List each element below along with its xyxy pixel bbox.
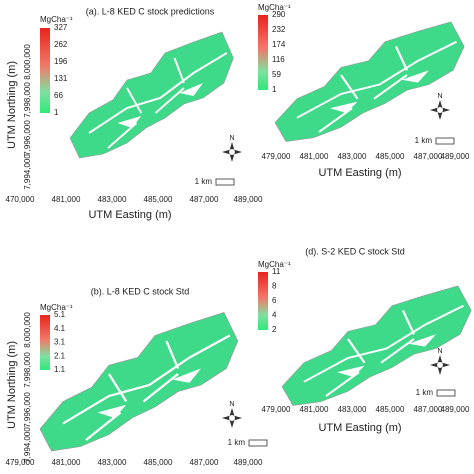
x-tick-label: 481,000 bbox=[52, 458, 81, 467]
legend-label: 1.1 bbox=[54, 365, 66, 374]
map-panel: (a). L-8 KED C stock predictions MgCha⁻¹3… bbox=[6, 6, 263, 221]
x-tick-label: 479,000 bbox=[6, 458, 35, 467]
x-axis-label: UTM Easting (m) bbox=[88, 209, 171, 221]
north-arrow bbox=[430, 92, 450, 120]
legend-label: 290 bbox=[272, 10, 286, 19]
x-tick-label: 487,000 bbox=[190, 195, 219, 204]
legend-label: 4.1 bbox=[54, 324, 66, 333]
legend-label: 66 bbox=[54, 91, 63, 100]
map-area bbox=[280, 284, 473, 407]
x-tick-label: 489,000 bbox=[234, 195, 263, 204]
map-panel: (d). S-2 KED C stock Std MgCha⁻¹11 8 6 4 2 479… bbox=[258, 246, 473, 434]
x-tick-label: 483,000 bbox=[98, 195, 127, 204]
x-tick-label: 487,000 bbox=[414, 152, 443, 161]
legend-colorbar bbox=[40, 28, 50, 113]
legend-label: 1 bbox=[54, 108, 59, 117]
legend-label: 6 bbox=[272, 296, 277, 305]
map-area bbox=[273, 20, 466, 143]
x-tick-label: 485,000 bbox=[144, 195, 173, 204]
x-tick-label: 483,000 bbox=[98, 458, 127, 467]
scale-label: 1 km bbox=[228, 438, 246, 447]
scale-label: 1 km bbox=[195, 177, 213, 186]
scale-bar bbox=[248, 439, 268, 447]
x-tick-label: 481,000 bbox=[52, 195, 81, 204]
legend-label: 4 bbox=[272, 311, 277, 320]
x-tick-label: 479,000 bbox=[262, 152, 291, 161]
y-axis-label: UTM Northing (m) bbox=[6, 341, 18, 429]
y-tick-label: 7,996,000 bbox=[23, 120, 32, 156]
legend-label: 174 bbox=[272, 40, 286, 49]
x-tick-label: 487,000 bbox=[414, 405, 443, 414]
legend-label: 5.1 bbox=[54, 310, 66, 319]
x-tick-label: 485,000 bbox=[144, 458, 173, 467]
x-tick-label: 489,000 bbox=[234, 458, 263, 467]
panel-title: (a). L-8 KED C stock predictions bbox=[86, 6, 215, 16]
y-tick-label: 7,994,000 bbox=[23, 427, 32, 463]
x-tick-label: 489,000 bbox=[441, 405, 470, 414]
y-tick-label: 8,000,000 bbox=[23, 312, 32, 348]
map-panel: (b). L-8 KED C stock Std MgCha⁻¹5.1 4.1 3.1… bbox=[6, 286, 268, 467]
legend-label: 8 bbox=[272, 282, 277, 291]
y-tick-label: 7,998,000 bbox=[23, 352, 32, 388]
scale-label: 1 km bbox=[416, 388, 434, 397]
x-axis-label: UTM Easting (m) bbox=[318, 422, 401, 434]
x-tick-label: 485,000 bbox=[376, 405, 405, 414]
x-tick-label: 479,000 bbox=[262, 405, 291, 414]
map-area bbox=[69, 31, 235, 159]
north-arrow bbox=[222, 134, 242, 162]
legend-label: 2.1 bbox=[54, 351, 66, 360]
legend-label: 262 bbox=[54, 40, 68, 49]
legend-label: 116 bbox=[272, 55, 285, 64]
x-tick-label: 470,000 bbox=[6, 195, 35, 204]
legend-label: 59 bbox=[272, 70, 281, 79]
x-tick-label: 481,000 bbox=[300, 405, 329, 414]
panel-title: (d). S-2 KED C stock Std bbox=[305, 246, 405, 256]
legend-title: MgCha⁻¹ bbox=[258, 3, 291, 12]
legend-colorbar bbox=[40, 315, 50, 370]
scale-bar bbox=[436, 389, 456, 397]
legend-title: MgCha⁻¹ bbox=[40, 303, 73, 312]
y-tick-label: 7,994,000 bbox=[23, 154, 32, 190]
legend-colorbar bbox=[258, 15, 268, 90]
y-tick-label: 7,998,000 bbox=[23, 82, 32, 118]
legend-label: 196 bbox=[54, 57, 68, 66]
legend-title: MgCha⁻¹ bbox=[40, 15, 73, 24]
x-tick-label: 487,000 bbox=[190, 458, 219, 467]
legend-label: 1 bbox=[272, 85, 277, 94]
legend-label: 232 bbox=[272, 25, 286, 34]
x-tick-label: 483,000 bbox=[338, 152, 367, 161]
scale-bar bbox=[215, 178, 235, 186]
north-arrow bbox=[430, 347, 450, 375]
y-tick-label: 8,000,000 bbox=[23, 44, 32, 80]
x-tick-label: 481,000 bbox=[300, 152, 329, 161]
x-tick-label: 489,000 bbox=[441, 152, 470, 161]
legend-colorbar bbox=[258, 272, 268, 330]
x-tick-label: 483,000 bbox=[338, 405, 367, 414]
legend-label: 327 bbox=[54, 23, 68, 32]
legend-label: 2 bbox=[272, 325, 277, 334]
panel-title: (b). L-8 KED C stock Std bbox=[91, 286, 190, 296]
map-area bbox=[38, 311, 239, 453]
legend-label: 3.1 bbox=[54, 338, 66, 347]
scale-bar bbox=[435, 137, 455, 145]
x-tick-label: 485,000 bbox=[376, 152, 405, 161]
legend-label: 11 bbox=[272, 267, 281, 276]
scale-label: 1 km bbox=[415, 136, 433, 145]
y-tick-label: 7,996,000 bbox=[23, 392, 32, 428]
legend-title: MgCha⁻¹ bbox=[258, 260, 291, 269]
y-axis-label: UTM Northing (m) bbox=[6, 61, 18, 149]
legend-label: 131 bbox=[54, 74, 68, 83]
x-axis-label: UTM Easting (m) bbox=[318, 167, 401, 179]
north-arrow bbox=[222, 400, 242, 428]
